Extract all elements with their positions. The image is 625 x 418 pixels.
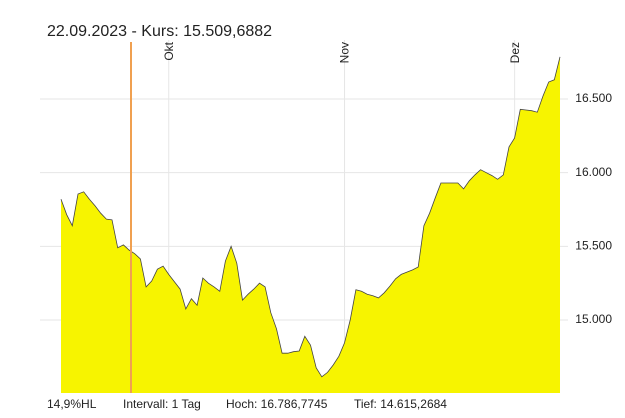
x-tick-label: Okt xyxy=(162,41,176,60)
area xyxy=(61,56,560,394)
y-tick-label: 16.500 xyxy=(575,91,612,105)
y-tick-label: 15.500 xyxy=(575,239,612,253)
footer-low: Tief: 14.615,2684 xyxy=(354,397,447,411)
x-tick-label: Dez xyxy=(508,42,522,63)
footer-interval: Intervall: 1 Tag xyxy=(123,397,201,411)
y-tick-label: 16.000 xyxy=(575,165,612,179)
footer-hl: 14,9%HL xyxy=(47,397,97,411)
price-line xyxy=(60,56,561,378)
plot xyxy=(60,56,561,394)
x-tick-label: Nov xyxy=(338,42,352,63)
labels: 15.000 15.500 16.000 16.500 Okt Nov Dez xyxy=(162,41,612,326)
chart-title: 22.09.2023 - Kurs: 15.509,6882 xyxy=(47,23,272,40)
y-tick-label: 15.000 xyxy=(575,312,612,326)
footer-high: Hoch: 16.786,7745 xyxy=(226,397,328,411)
